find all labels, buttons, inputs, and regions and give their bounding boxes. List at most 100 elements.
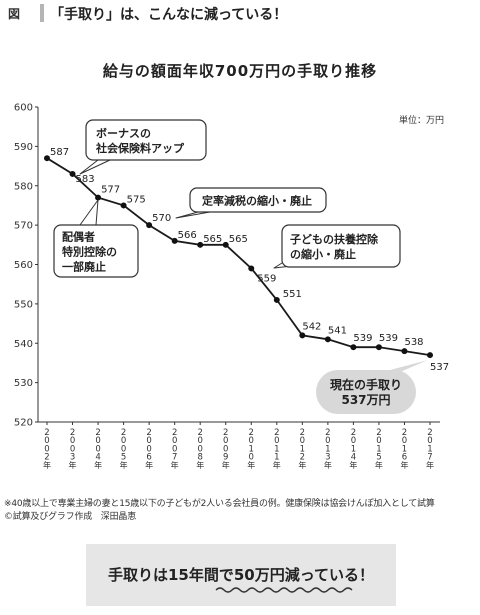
x-tick-label: 0 bbox=[197, 444, 202, 454]
figure-header: 図 「手取り」は、こんなに減っている！ bbox=[0, 0, 480, 28]
annotation-box bbox=[85, 119, 207, 161]
x-tick-label: 8 bbox=[197, 453, 202, 463]
x-tick-label: 年 bbox=[375, 460, 383, 470]
y-tick-label: 570 bbox=[14, 221, 33, 232]
data-point bbox=[146, 222, 153, 229]
data-point bbox=[350, 344, 357, 351]
annotation-text: の縮小・廃止 bbox=[290, 247, 356, 261]
x-tick-label: 0 bbox=[44, 444, 49, 454]
y-tick-label: 520 bbox=[14, 418, 33, 429]
data-label: 565 bbox=[203, 234, 222, 245]
annotation-text: 配偶者 bbox=[62, 230, 95, 244]
data-point bbox=[427, 352, 433, 359]
x-tick-label: 3 bbox=[70, 453, 75, 463]
summary-emphasis: 50万円 bbox=[233, 566, 285, 584]
x-tick-label: 年 bbox=[324, 460, 332, 470]
data-point bbox=[248, 265, 255, 272]
chart-title: 給与の額面年収700万円の手取り推移 bbox=[102, 62, 378, 80]
x-tick-label: 年 bbox=[94, 460, 102, 470]
annotation-pointer bbox=[175, 211, 211, 219]
x-tick-label: 2 bbox=[121, 428, 126, 438]
series-line bbox=[46, 157, 431, 356]
x-tick-label: 7 bbox=[427, 453, 432, 463]
x-tick-label: 0 bbox=[172, 444, 177, 454]
x-tick-label: 0 bbox=[197, 436, 202, 446]
x-tick-label: 0 bbox=[44, 436, 49, 446]
x-tick-label: 1 bbox=[351, 444, 356, 454]
x-tick-label: 0 bbox=[121, 436, 126, 446]
x-tick-label: 0 bbox=[146, 444, 151, 454]
footnote: ※40歳以上で専業主婦の妻と15歳以下の子どもが2人いる会社員の例。健康保険は協… bbox=[4, 499, 435, 509]
x-tick-label: 年 bbox=[247, 460, 255, 470]
x-tick-label: 0 bbox=[121, 444, 126, 454]
x-tick-label: 0 bbox=[70, 436, 75, 446]
x-tick-label: 2 bbox=[325, 428, 330, 438]
x-tick-label: 9 bbox=[223, 453, 228, 463]
annotation-text: 現在の手取り bbox=[330, 377, 402, 392]
data-point bbox=[120, 202, 127, 209]
x-tick-label: 年 bbox=[171, 460, 179, 470]
x-tick-label: 1 bbox=[376, 444, 381, 454]
data-label: 570 bbox=[152, 213, 171, 224]
x-tick-label: 2 bbox=[223, 428, 228, 438]
x-tick-label: 0 bbox=[70, 444, 75, 454]
x-tick-label: 2 bbox=[300, 453, 305, 463]
x-tick-label: 2 bbox=[197, 428, 202, 438]
annotation-text: 社会保険料アップ bbox=[95, 141, 185, 155]
x-tick-label: 0 bbox=[300, 436, 305, 446]
x-tick-label: 2 bbox=[70, 428, 75, 438]
y-tick-label: 530 bbox=[14, 378, 33, 389]
x-tick-label: 3 bbox=[325, 453, 330, 463]
x-tick-label: 年 bbox=[43, 460, 51, 470]
annotation-text: ボーナスの bbox=[96, 126, 151, 140]
annotation-box bbox=[53, 224, 139, 278]
x-tick-label: 0 bbox=[223, 436, 228, 446]
annotation-text: 定率減税の縮小・廃止 bbox=[202, 194, 312, 208]
x-tick-label: 2 bbox=[376, 428, 381, 438]
x-tick-label: 1 bbox=[325, 444, 330, 454]
data-point bbox=[273, 296, 280, 303]
line-chart: 520530540550560570580590600単位：万円2002年200… bbox=[14, 103, 449, 470]
x-tick-label: 1 bbox=[300, 444, 305, 454]
y-tick-label: 550 bbox=[14, 299, 33, 310]
x-tick-label: 2 bbox=[172, 428, 177, 438]
annotation-box bbox=[281, 224, 401, 268]
y-tick-label: 540 bbox=[14, 339, 33, 350]
data-point bbox=[299, 332, 306, 339]
y-tick-label: 600 bbox=[14, 103, 33, 114]
data-label: 575 bbox=[127, 194, 146, 205]
x-tick-label: 2 bbox=[95, 428, 100, 438]
data-label: 539 bbox=[379, 333, 398, 344]
x-tick-label: 年 bbox=[222, 460, 230, 470]
data-label: 559 bbox=[257, 273, 276, 284]
annotation-box bbox=[189, 187, 327, 213]
figure-tag: 図 bbox=[8, 7, 21, 21]
summary-box: 手取りは15年間で50万円減っている！ bbox=[86, 544, 396, 606]
data-label: 577 bbox=[101, 185, 120, 196]
y-tick-label: 590 bbox=[14, 142, 33, 153]
annotation-pointer bbox=[390, 360, 428, 372]
x-tick-label: 年 bbox=[120, 460, 128, 470]
unit-label: 単位：万円 bbox=[399, 114, 444, 126]
x-tick-label: 1 bbox=[274, 453, 279, 463]
data-label: 542 bbox=[302, 321, 321, 332]
data-label: 541 bbox=[328, 325, 347, 336]
x-tick-label: 0 bbox=[351, 436, 356, 446]
figure-accent-bar bbox=[40, 4, 44, 22]
figure-title: 「手取り」は、こんなに減っている！ bbox=[50, 7, 288, 23]
x-tick-label: 年 bbox=[273, 460, 281, 470]
x-tick-label: 0 bbox=[249, 453, 254, 463]
x-tick-label: 2 bbox=[44, 428, 49, 438]
data-point bbox=[197, 241, 204, 248]
x-tick-label: 1 bbox=[274, 444, 279, 454]
x-tick-label: 0 bbox=[95, 436, 100, 446]
summary-suffix: 減っている！ bbox=[284, 566, 374, 584]
data-label: 551 bbox=[283, 289, 302, 300]
x-tick-label: 2 bbox=[300, 428, 305, 438]
data-point bbox=[171, 237, 178, 244]
x-tick-label: 0 bbox=[274, 436, 279, 446]
data-point bbox=[95, 194, 102, 201]
annotation-box bbox=[316, 370, 416, 414]
data-point bbox=[44, 155, 50, 162]
credit-note: ©試算及びグラフ作成 深田晶恵 bbox=[4, 512, 137, 522]
